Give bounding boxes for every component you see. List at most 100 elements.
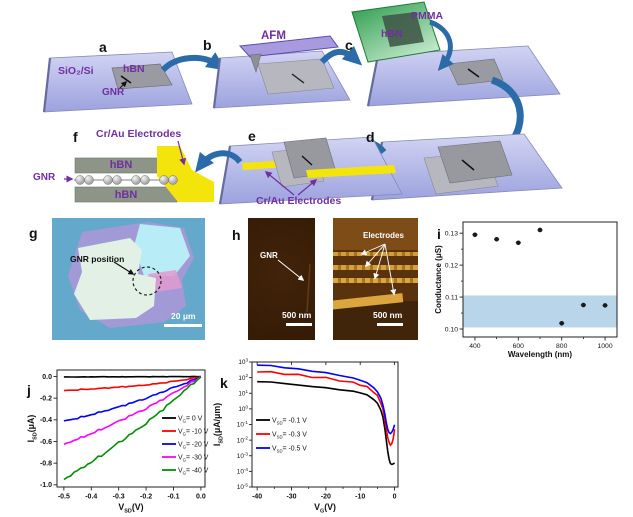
label-substrate-sio2: SiO₂/Si	[58, 65, 94, 77]
tick-label: -20	[321, 494, 331, 501]
series-line	[63, 376, 202, 445]
y-tick-label: 10-1	[237, 420, 249, 429]
isd-vsd-chart: -0.5 -0.4 -0.3 -0.2 -0.1 0.0 0.0 -0.2 -0.4 -0.6 -0…	[26, 369, 209, 515]
label-electrodes-f: Cr/Au Electrodes	[96, 128, 182, 140]
afm-image-gnr: GNR 500 nm	[248, 218, 315, 340]
gnr-position-circle	[132, 266, 162, 296]
series-line	[63, 375, 201, 378]
hbn-flake-c	[447, 58, 504, 86]
data-point	[472, 232, 478, 238]
series-line	[257, 370, 396, 447]
y-axis-label: ISD(μA/μm)	[212, 403, 225, 446]
label-afm: AFM	[261, 30, 286, 42]
label-hbn-a: hBN	[123, 63, 145, 75]
optical-micrograph: GNR position 20 μm	[52, 218, 205, 340]
legend-entry: VSD= -0.1 V	[272, 417, 307, 425]
panel-letter-a: a	[99, 39, 107, 55]
substrate-b-edge	[212, 57, 222, 109]
series-line	[257, 380, 396, 466]
gnr-ribbon-trace	[306, 263, 311, 313]
series-line	[63, 376, 202, 481]
y-axis-label: ISD(μA)	[26, 415, 39, 443]
x-axis-label: Wavelength (nm)	[508, 350, 572, 359]
panel-letter-k: k	[220, 375, 228, 391]
scalebar-g	[164, 324, 202, 327]
plot-border	[251, 361, 399, 488]
data-point	[581, 302, 586, 308]
y-tick-label: 102	[238, 373, 248, 382]
electrode-f	[157, 146, 214, 202]
afm-cantilever	[238, 35, 339, 58]
gnr-line-c	[467, 68, 480, 78]
tick-label: -30	[286, 494, 296, 501]
afm-tip	[249, 53, 262, 73]
legend-entry: VSD= -0.3 V	[272, 431, 307, 439]
legend-entry: VG= -20 V	[178, 441, 209, 449]
y-tick-label: 10-5	[237, 483, 249, 492]
tick-label: 0	[393, 494, 397, 501]
panel-letter-j: j	[27, 382, 31, 398]
gnr-position-label: GNR position	[70, 254, 125, 264]
tick-label: -1.0	[40, 482, 52, 489]
electrodes-arrow-4	[384, 243, 397, 296]
tick-label: -0.4	[40, 417, 52, 424]
series-line	[63, 375, 202, 422]
pmma-hbn-region	[382, 12, 424, 47]
electrode-annotation-arrow-e2	[297, 179, 318, 196]
data-point	[516, 240, 521, 246]
tick-label: 0.12	[445, 262, 458, 269]
y-tick-label: 10-4	[237, 467, 249, 476]
panel-letter-b: b	[203, 37, 212, 53]
tick-label: 0.10	[445, 326, 458, 333]
tick-label: -40	[252, 494, 262, 501]
panel-letter-c: c	[345, 37, 353, 53]
panel-letter-f: f	[73, 129, 78, 145]
electrodes-arrow-3	[373, 243, 386, 280]
data-point	[494, 236, 499, 242]
afm-image-electrodes: Electrodes 500 nm	[333, 218, 418, 340]
plot-border	[56, 369, 206, 488]
tick-label: -0.3	[113, 494, 125, 501]
y-tick-label: 100	[238, 404, 248, 413]
tick-label: -0.6	[40, 439, 52, 446]
arrow-e-to-f	[195, 150, 243, 173]
electrode-annotation-arrow-e1	[264, 171, 295, 196]
electrode-stripe-2	[333, 265, 418, 270]
electrode-stripe-1	[333, 252, 418, 256]
tick-label: 400	[469, 343, 481, 350]
y-tick-label: 101	[238, 389, 248, 398]
tick-label: 1000	[598, 343, 613, 350]
panel-letter-d: d	[366, 129, 375, 145]
flake-main	[74, 238, 156, 320]
y-tick-label: 10-2	[237, 436, 249, 445]
gnr-label-h: GNR	[260, 251, 278, 260]
panel-letter-h: h	[232, 227, 241, 243]
gnr-line-e	[301, 155, 313, 166]
label-hbn-c: hBN	[381, 28, 403, 40]
legend-entry: VSD= -0.5 V	[272, 445, 307, 453]
arrow-pmma-down	[428, 19, 454, 72]
scalebar-label-h-left: 500 nm	[282, 310, 312, 320]
substrate-a-edge	[42, 57, 52, 113]
afm-top-region	[333, 218, 418, 250]
label-gnr-a: GNR	[102, 87, 125, 98]
gnr-position-arrow	[113, 261, 135, 275]
electrodes-label-h: Electrodes	[363, 231, 404, 240]
gnr-line-a	[120, 75, 132, 84]
stack-flake-d-upper	[437, 140, 513, 184]
tick-label: -0.5	[58, 494, 70, 501]
label-pmma: PMMA	[411, 10, 444, 22]
conductance-wavelength-chart: 400 600 800 1000 0.10 0.11 0.12 0.13 Wavelength …	[434, 221, 618, 359]
data-point	[559, 320, 564, 326]
tick-label: -0.8	[40, 461, 52, 468]
series-line	[63, 375, 202, 392]
tick-label: -0.2	[40, 396, 52, 403]
tick-label: -10	[355, 494, 365, 501]
tick-label: 600	[513, 343, 525, 350]
gnr-line-d	[461, 159, 475, 171]
tick-label: -0.1	[167, 494, 179, 501]
y-tick-label: 103	[238, 358, 248, 367]
electrodes-arrow-1	[360, 243, 386, 255]
tick-label: 0.0	[196, 494, 206, 501]
